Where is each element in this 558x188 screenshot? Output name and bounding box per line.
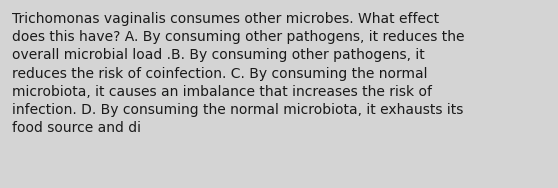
Text: Trichomonas vaginalis consumes other microbes. What effect
does this have? A. By: Trichomonas vaginalis consumes other mic… — [12, 12, 464, 135]
